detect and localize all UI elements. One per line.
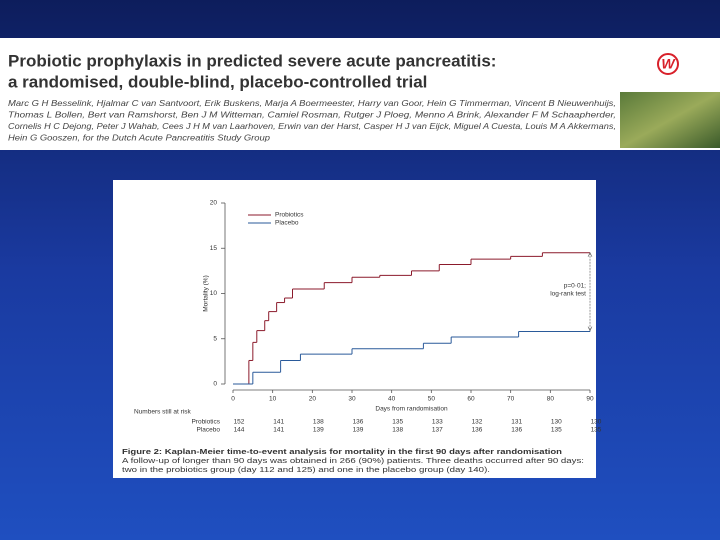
journal-logo (657, 53, 679, 75)
at-risk-row-label: Probiotics (191, 419, 220, 426)
at-risk-count: 135 (392, 419, 403, 426)
x-tick-label: 30 (348, 396, 356, 403)
at-risk-count: 144 (234, 427, 245, 434)
y-tick-label: 15 (210, 245, 218, 252)
paper-title: Probiotic prophylaxis in predicted sever… (8, 51, 496, 70)
at-risk-row-label: Placebo (197, 427, 221, 434)
at-risk-count: 138 (392, 427, 403, 434)
y-tick-label: 20 (210, 200, 218, 207)
figure-panel (113, 180, 596, 478)
at-risk-count: 131 (511, 419, 522, 426)
x-axis-label: Days from randomisation (375, 406, 448, 413)
caption-title: Figure 2: Kaplan-Meier time-to-event ana… (122, 449, 562, 456)
at-risk-count: 139 (353, 427, 364, 434)
at-risk-count: 137 (432, 427, 443, 434)
paper-authors: Thomas L Bollen, Bert van Ramshorst, Ben… (8, 111, 616, 120)
at-risk-count: 138 (313, 419, 324, 426)
x-tick-label: 60 (467, 396, 475, 403)
x-tick-label: 90 (586, 396, 594, 403)
journal-logo-letter: W (661, 56, 676, 72)
paper-authors: Cornelis H C Dejong, Peter J Wahab, Cees… (8, 122, 616, 131)
annotation: p=0·01; log-rank test (550, 282, 586, 297)
legend-label: Placebo (275, 220, 299, 227)
bacteria-image (620, 92, 720, 148)
at-risk-count: 139 (313, 427, 324, 434)
bracket-arrow (587, 252, 593, 332)
paper-authors: Marc G H Besselink, Hjalmar C van Santvo… (8, 99, 616, 108)
y-tick-label: 10 (210, 290, 218, 297)
x-tick-label: 70 (507, 396, 515, 403)
paper-title: a randomised, double-blind, placebo-cont… (8, 72, 427, 91)
caption-line: A follow-up of longer than 90 days was o… (122, 458, 584, 465)
at-risk-count: 141 (273, 427, 284, 434)
at-risk-count: 133 (432, 419, 443, 426)
x-tick-label: 50 (428, 396, 436, 403)
at-risk-title: Numbers still at risk (134, 409, 191, 416)
at-risk-count: 130 (551, 419, 562, 426)
x-tick-label: 40 (388, 396, 396, 403)
at-risk-count: 152 (234, 419, 245, 426)
y-axis-label: Mortality (%) (203, 275, 210, 311)
x-tick-label: 0 (231, 396, 235, 403)
chart: 0 5 10 15 20 0 10 20 30 40 50 60 70 80 90 Mortality (%)… (122, 200, 602, 474)
x-tick-label: 20 (309, 396, 317, 403)
header-band (0, 38, 720, 150)
at-risk-count: 130 (591, 419, 602, 426)
caption-line: two in the probiotics group (day 112 and… (122, 467, 490, 474)
paper-header: Probiotic prophylaxis in predicted sever… (8, 51, 616, 142)
at-risk-count: 136 (472, 427, 483, 434)
legend-label: Probiotics (275, 212, 304, 219)
paper-authors: Hein G Gooszen, for the Dutch Acute Panc… (8, 134, 271, 143)
at-risk-count: 135 (551, 427, 562, 434)
x-tick-label: 80 (547, 396, 555, 403)
at-risk-count: 136 (511, 427, 522, 434)
y-tick-label: 0 (213, 381, 217, 388)
at-risk-count: 136 (353, 419, 364, 426)
y-tick-label: 5 (213, 335, 217, 342)
at-risk-count: 141 (273, 419, 284, 426)
at-risk-count: 135 (591, 427, 602, 434)
at-risk-count: 132 (472, 419, 483, 426)
x-tick-label: 10 (269, 396, 277, 403)
